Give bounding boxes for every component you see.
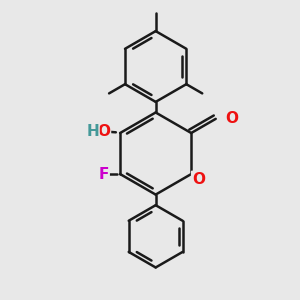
Text: O: O [192, 172, 205, 187]
Text: O: O [225, 111, 238, 126]
Text: F: F [99, 167, 109, 182]
Text: O: O [97, 124, 110, 139]
Text: H: H [86, 124, 99, 139]
